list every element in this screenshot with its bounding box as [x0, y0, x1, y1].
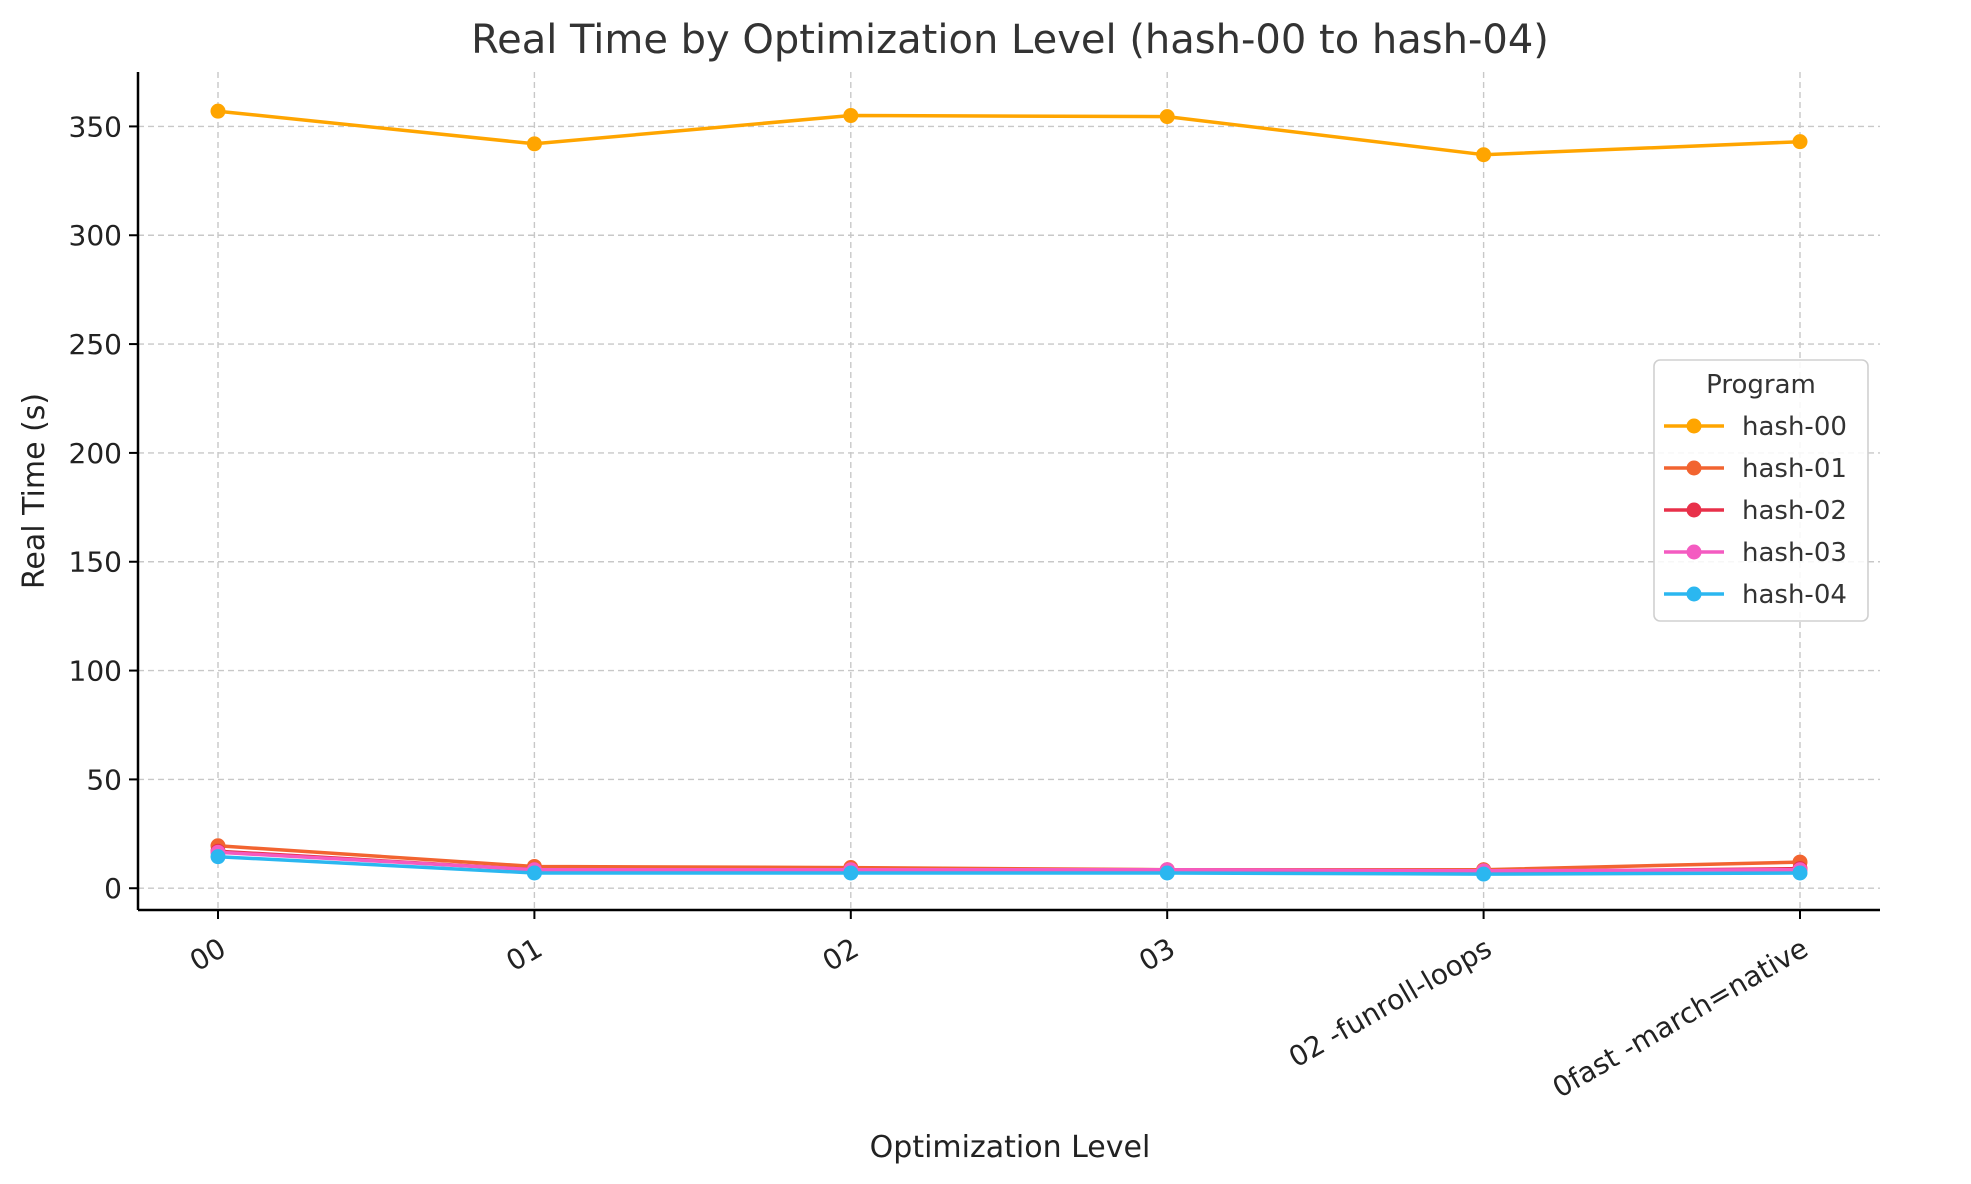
x-tick-label: 00	[184, 931, 231, 977]
chart-title: Real Time by Optimization Level (hash-00…	[471, 17, 1549, 63]
legend-label: hash-02	[1742, 496, 1847, 526]
legend-entry: hash-03	[1664, 538, 1847, 568]
y-tick-label: 50	[86, 763, 122, 796]
legend-entry: hash-04	[1664, 580, 1847, 610]
data-point	[526, 136, 542, 152]
legend-label: hash-00	[1742, 412, 1847, 442]
y-tick-label: 350	[69, 110, 122, 143]
series	[210, 103, 1808, 882]
y-tick-label: 0	[104, 872, 122, 905]
data-point	[526, 865, 542, 881]
y-tick-label: 300	[69, 219, 122, 252]
legend-swatch-marker	[1686, 460, 1702, 476]
grid	[138, 72, 1880, 910]
data-point	[1476, 866, 1492, 882]
x-ticks: 00 01 02 03 02 -funroll-loops 0fast -march=na…	[184, 910, 1814, 1104]
series-line	[217, 850, 1801, 873]
legend-label: hash-04	[1742, 580, 1847, 610]
series-line	[217, 854, 1801, 876]
data-point	[843, 865, 859, 881]
x-axis-label: Optimization Level	[870, 1130, 1151, 1165]
data-point	[1476, 147, 1492, 163]
x-tick-label: 03	[1133, 931, 1180, 977]
data-point	[210, 103, 226, 119]
y-axis-label: Real Time (s)	[17, 393, 52, 589]
y-tick-label: 250	[69, 328, 122, 361]
data-point	[1792, 865, 1808, 881]
data-point	[843, 108, 859, 124]
data-point	[1159, 865, 1175, 881]
legend-entry: hash-00	[1664, 412, 1847, 442]
legend-entry: hash-02	[1664, 496, 1847, 526]
data-point	[1159, 109, 1175, 125]
data-point	[210, 849, 226, 865]
legend-swatch-marker	[1686, 418, 1702, 434]
x-tick-label: 0fast -march=native	[1547, 931, 1814, 1104]
axes	[136, 72, 1880, 912]
legend-swatch-marker	[1686, 502, 1702, 518]
data-point	[1792, 134, 1808, 150]
legend-items: hash-00 hash-01 hash-02 hash-03 hash-04	[1664, 412, 1847, 610]
x-tick-label: 01	[501, 931, 548, 977]
legend-label: hash-01	[1742, 454, 1847, 484]
legend: Program hash-00hash-01hash-02hash-03hash…	[1653, 359, 1869, 622]
series-line	[217, 109, 1801, 157]
legend-label: hash-03	[1742, 538, 1847, 568]
legend-title: Program	[1706, 370, 1816, 400]
y-tick-label: 150	[69, 546, 122, 579]
series-hash-04	[210, 849, 1808, 882]
legend-swatch-marker	[1686, 544, 1702, 560]
legend-entry: hash-01	[1664, 454, 1847, 484]
series-hash-00	[210, 103, 1808, 163]
y-ticks: 0 50 100 150 200 250 300 350	[69, 110, 138, 905]
x-tick-label: 02 -funroll-loops	[1283, 931, 1497, 1074]
x-tick-label: 02	[817, 931, 864, 977]
y-tick-label: 200	[69, 437, 122, 470]
legend-swatch-marker	[1686, 586, 1702, 602]
y-tick-label: 100	[69, 655, 122, 688]
